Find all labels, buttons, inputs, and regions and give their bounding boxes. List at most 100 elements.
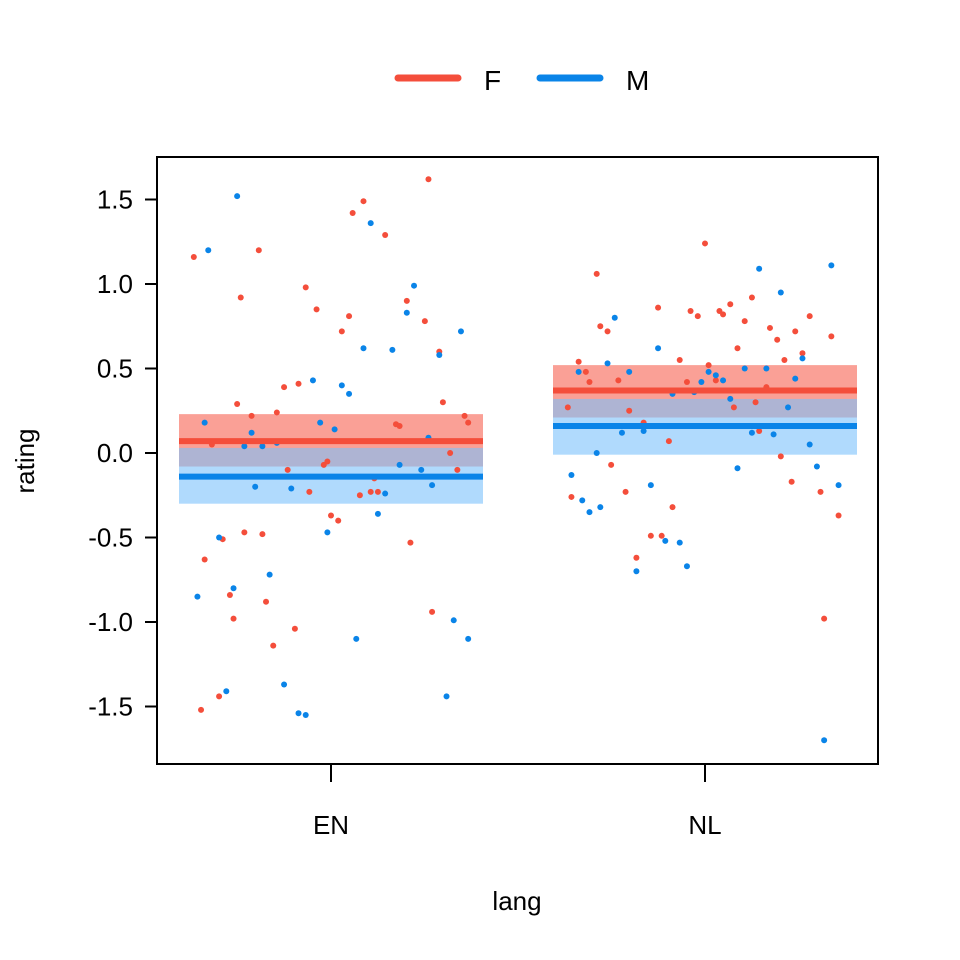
- data-point-m: [367, 220, 374, 227]
- data-point-f: [226, 591, 233, 598]
- data-point-f: [741, 318, 748, 325]
- data-point-m: [712, 372, 719, 379]
- data-point-m: [295, 710, 302, 717]
- data-point-f: [734, 345, 741, 352]
- data-point-m: [698, 379, 705, 386]
- data-point-m: [216, 534, 223, 541]
- data-point-m: [443, 693, 450, 700]
- data-point-m: [411, 282, 418, 289]
- data-point-m: [302, 711, 309, 718]
- data-point-f: [756, 428, 763, 435]
- data-point-f: [806, 313, 813, 320]
- data-point-f: [665, 438, 672, 445]
- data-point-f: [234, 400, 241, 407]
- data-point-f: [597, 323, 604, 330]
- mean-lines: [179, 387, 857, 480]
- data-point-f: [828, 333, 835, 340]
- data-point-f: [615, 377, 622, 384]
- data-point-f: [730, 404, 737, 411]
- data-point-m: [324, 529, 331, 536]
- data-point-f: [788, 478, 795, 485]
- data-point-f: [608, 461, 615, 468]
- data-point-m: [633, 568, 640, 575]
- data-point-f: [593, 270, 600, 277]
- data-point-f: [752, 399, 759, 406]
- data-point-m: [835, 482, 842, 489]
- plot-frame: [156, 156, 879, 765]
- data-point-f: [241, 529, 248, 536]
- data-point-f: [248, 412, 255, 419]
- data-point-m: [662, 537, 669, 544]
- data-point-f: [586, 379, 593, 386]
- data-point-m: [756, 265, 763, 272]
- y-tick-label: -0.5: [88, 523, 133, 553]
- data-point-f: [302, 284, 309, 291]
- data-point-m: [360, 345, 367, 352]
- data-point-f: [582, 368, 589, 375]
- data-point-m: [770, 431, 777, 438]
- data-point-f: [781, 357, 788, 364]
- data-point-m: [429, 482, 436, 489]
- y-tick-label: 1.0: [97, 269, 133, 299]
- data-point-f: [604, 328, 611, 335]
- data-point-m: [640, 428, 647, 435]
- data-point-f: [201, 556, 208, 563]
- y-axis: -1.5 -1.0 -0.5 0.0 0.5 1.0 1.5: [88, 185, 157, 722]
- data-point-f: [403, 297, 410, 304]
- data-point-m: [259, 443, 266, 450]
- data-point-m: [223, 688, 230, 695]
- data-point-f: [263, 598, 270, 605]
- x-tick-label: EN: [313, 810, 349, 840]
- data-point-f: [346, 313, 353, 320]
- data-point-f: [575, 358, 582, 365]
- data-point-f: [694, 313, 701, 320]
- data-point-f: [356, 492, 363, 499]
- data-point-f: [284, 466, 291, 473]
- data-point-f: [425, 176, 432, 183]
- data-point-m: [727, 395, 734, 402]
- data-point-m: [317, 419, 324, 426]
- data-point-f: [720, 311, 727, 318]
- data-point-f: [465, 419, 472, 426]
- data-point-m: [234, 193, 241, 200]
- data-point-m: [813, 463, 820, 470]
- data-point-m: [792, 375, 799, 382]
- data-point-m: [626, 368, 633, 375]
- data-point-f: [777, 453, 784, 460]
- data-point-f: [817, 488, 824, 495]
- data-point-f: [658, 532, 665, 539]
- y-axis-title: rating: [10, 428, 40, 493]
- data-point-f: [281, 384, 288, 391]
- data-point-f: [702, 240, 708, 247]
- data-point-f: [683, 379, 690, 386]
- data-point-m: [382, 490, 389, 497]
- data-point-f: [439, 399, 446, 406]
- data-point-f: [429, 608, 436, 615]
- data-point-f: [799, 350, 806, 357]
- data-point-f: [622, 488, 629, 495]
- data-point-m: [604, 360, 611, 367]
- data-point-m: [575, 368, 582, 375]
- data-point-m: [618, 429, 625, 436]
- data-point-m: [720, 377, 727, 384]
- data-point-m: [252, 483, 259, 490]
- data-point-m: [331, 426, 338, 433]
- data-point-f: [306, 488, 313, 495]
- data-point-m: [611, 314, 618, 321]
- data-point-m: [353, 635, 360, 642]
- y-tick-label: 1.5: [97, 185, 133, 215]
- data-point-f: [255, 247, 262, 254]
- data-point-f: [454, 466, 461, 473]
- data-point-f: [705, 362, 712, 369]
- data-point-f: [766, 324, 773, 331]
- data-point-m: [734, 465, 741, 472]
- data-point-f: [328, 512, 334, 519]
- data-point-m: [683, 563, 690, 570]
- data-point-m: [568, 471, 575, 478]
- data-point-f: [198, 706, 205, 713]
- data-point-m: [396, 461, 403, 468]
- y-tick-label: -1.0: [88, 607, 133, 637]
- data-point-f: [461, 412, 468, 419]
- data-point-f: [748, 294, 755, 301]
- data-point-f: [835, 512, 842, 519]
